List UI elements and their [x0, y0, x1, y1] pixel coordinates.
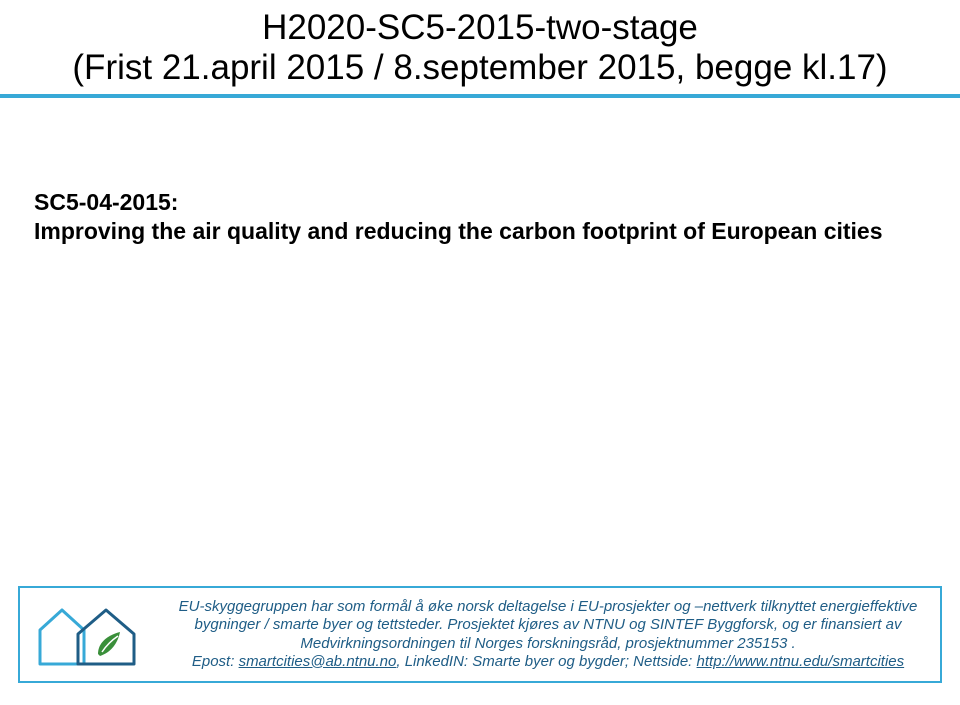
- footer-line4-prefix: Epost:: [192, 653, 239, 670]
- footer-line1: EU-skyggegruppen har som formål å øke no…: [168, 598, 928, 616]
- title-main: H2020-SC5-2015-two-stage: [0, 8, 960, 48]
- body-block: SC5-04-2015: Improving the air quality a…: [0, 98, 960, 246]
- footer-line4: Epost: smartcities@ab.ntnu.no, LinkedIN:…: [168, 653, 928, 671]
- footer-line2: bygninger / smarte byer og tettsteder. P…: [168, 616, 928, 634]
- logo-houses-icon: [32, 596, 152, 673]
- footer-url: http://www.ntnu.edu/smartcities: [697, 653, 905, 670]
- footer-box: EU-skyggegruppen har som formål å øke no…: [18, 586, 942, 683]
- footer-text: EU-skyggegruppen har som formål å øke no…: [168, 598, 928, 671]
- footer-line4-mid: , LinkedIN: Smarte byer og bygder; Netts…: [396, 653, 696, 670]
- body-code: SC5-04-2015:: [34, 188, 960, 217]
- title-block: H2020-SC5-2015-two-stage (Frist 21.april…: [0, 0, 960, 88]
- footer-line3: Medvirkningsordningen til Norges forskni…: [168, 635, 928, 653]
- title-sub: (Frist 21.april 2015 / 8.september 2015,…: [0, 48, 960, 88]
- footer-email: smartcities@ab.ntnu.no: [239, 653, 397, 670]
- body-desc: Improving the air quality and reducing t…: [34, 217, 960, 246]
